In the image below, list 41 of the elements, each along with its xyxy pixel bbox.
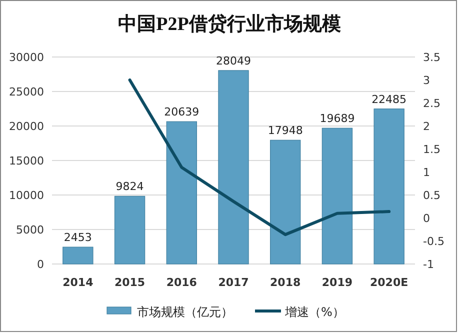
- y-tick-label: 15000: [9, 154, 44, 168]
- data-label: 17948: [268, 124, 303, 138]
- bar: [62, 246, 94, 264]
- bar: [374, 108, 404, 264]
- y2-tick-label: 0: [423, 212, 430, 225]
- bar: [166, 121, 197, 264]
- x-tick-label: 2020E: [370, 276, 408, 289]
- chart-title: 中国P2P借贷行业市场规模: [118, 13, 341, 35]
- x-tick-label: 2017: [218, 276, 249, 289]
- y2-tick-label: 3.5: [423, 51, 440, 64]
- data-label: 28049: [216, 54, 251, 68]
- data-label: 2453: [64, 231, 92, 244]
- y-tick-label: 30000: [9, 51, 44, 64]
- legend-label: 增速（%）: [284, 305, 344, 319]
- x-tick-label: 2014: [62, 276, 94, 289]
- bar: [270, 140, 301, 264]
- x-tick-label: 2018: [270, 276, 301, 289]
- y2-tick-label: 2.5: [423, 97, 440, 110]
- data-label: 19689: [320, 112, 355, 126]
- bar: [218, 70, 249, 264]
- y2-tick-label: -0.5: [423, 235, 444, 248]
- y-tick-label: 0: [37, 258, 44, 271]
- y2-tick-label: 1.5: [423, 143, 440, 156]
- legend-label: 市场规模（亿元）: [137, 305, 233, 319]
- bar: [114, 196, 146, 264]
- y2-tick-label: -1: [423, 258, 434, 271]
- x-tick-label: 2015: [114, 276, 146, 289]
- y-tick-label: 20000: [9, 120, 44, 133]
- y2-tick-label: 1: [423, 166, 430, 179]
- y-tick-label: 25000: [9, 86, 44, 98]
- x-tick-label: 2019: [322, 276, 353, 289]
- y2-tick-label: 3: [423, 74, 430, 87]
- bar: [322, 128, 353, 264]
- data-label: 20639: [164, 106, 200, 119]
- x-tick-label: 2016: [166, 276, 198, 289]
- y-tick-label: 5000: [16, 224, 44, 236]
- data-label: 22485: [372, 92, 407, 106]
- y2-tick-label: 2: [423, 120, 430, 133]
- data-label: 9824: [116, 180, 144, 194]
- y2-tick-label: 0.5: [423, 189, 440, 202]
- y-tick-label: 10000: [9, 189, 44, 202]
